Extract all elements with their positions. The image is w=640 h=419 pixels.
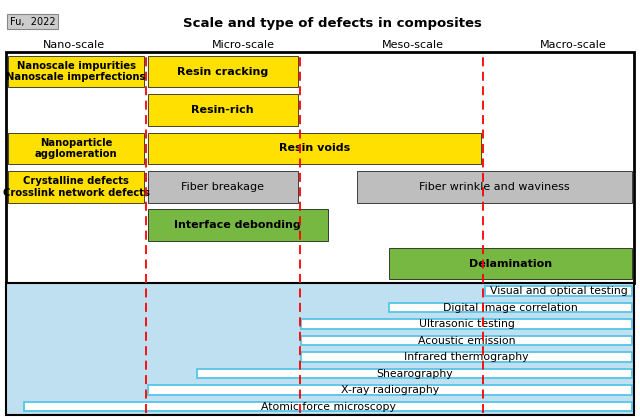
Bar	[148, 385, 632, 395]
Text: Fu,  2022: Fu, 2022	[10, 17, 55, 27]
Text: Fiber breakage: Fiber breakage	[181, 182, 264, 192]
Text: Resin-rich: Resin-rich	[191, 105, 254, 115]
Text: Scale and type of defects in composites: Scale and type of defects in composites	[184, 17, 482, 30]
Bar	[6, 52, 634, 283]
Text: Infrared thermography: Infrared thermography	[404, 352, 529, 362]
Bar	[24, 402, 632, 411]
Text: Nano-scale: Nano-scale	[42, 40, 105, 50]
Bar	[301, 336, 632, 345]
Bar	[8, 171, 144, 203]
Bar	[148, 171, 298, 203]
Bar	[148, 210, 328, 241]
Bar	[197, 369, 632, 378]
Bar	[148, 132, 481, 164]
Bar	[8, 56, 144, 88]
Bar	[8, 132, 144, 164]
Text: Fiber wrinkle and waviness: Fiber wrinkle and waviness	[419, 182, 570, 192]
Text: Delamination: Delamination	[469, 259, 552, 269]
Text: Acoustic emission: Acoustic emission	[418, 336, 515, 346]
Text: Resin voids: Resin voids	[279, 143, 350, 153]
Bar	[301, 319, 632, 329]
Bar	[357, 171, 632, 203]
Text: Nanoparticle
agglomeration: Nanoparticle agglomeration	[35, 137, 118, 159]
Text: Interface debonding: Interface debonding	[174, 220, 301, 230]
Bar	[6, 283, 634, 415]
Bar	[389, 248, 632, 279]
Text: Meso-scale: Meso-scale	[382, 40, 444, 50]
Text: X-ray radiography: X-ray radiography	[340, 385, 439, 395]
Text: Shearography: Shearography	[376, 369, 452, 378]
Text: Digital image correlation: Digital image correlation	[443, 303, 578, 313]
Bar	[148, 94, 298, 126]
Text: Nanoscale impurities
Nanoscale imperfections: Nanoscale impurities Nanoscale imperfect…	[6, 61, 146, 83]
Text: Ultrasonic testing: Ultrasonic testing	[419, 319, 515, 329]
Text: Macro-scale: Macro-scale	[540, 40, 606, 50]
Bar	[301, 352, 632, 362]
Bar	[389, 303, 632, 313]
Text: Crystalline defects
Crosslink network defects: Crystalline defects Crosslink network de…	[3, 176, 150, 198]
Text: Resin cracking: Resin cracking	[177, 67, 268, 77]
Bar	[485, 286, 632, 296]
Text: Micro-scale: Micro-scale	[212, 40, 275, 50]
Text: Atomic force microscopy: Atomic force microscopy	[260, 401, 396, 411]
Bar	[148, 56, 298, 88]
Text: Visual and optical testing: Visual and optical testing	[490, 286, 627, 296]
